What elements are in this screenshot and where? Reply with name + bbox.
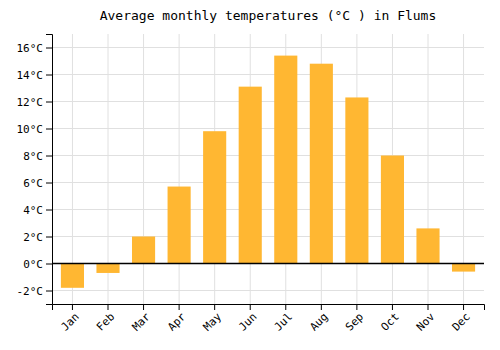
x-tick: Sep [343,304,366,334]
y-grid-line [52,47,484,48]
x-tick-label: Oct [378,310,401,333]
x-axis: Jan Feb Mar Apr May Jun Jul Aug Sep Oct Nov Dec [53,304,485,334]
y-tick-mark [46,291,52,292]
x-tick-mark [143,304,144,310]
x-tick-mark [321,304,322,310]
x-tick-label: Jul [272,310,295,333]
y-tick-mark [46,264,52,265]
y-tick: -2°C [17,285,53,298]
plot: -2°C 0°C 2°C 4°C 6°C 8°C 10°C 12°C 14°C 16°C Jan Fe… [17,34,485,334]
bar [61,264,84,288]
bar [239,87,262,264]
x-tick-label: Sep [343,310,366,333]
bar [452,264,475,272]
y-tick: 8°C [23,150,52,163]
x-tick-mark [392,304,393,310]
x-tick-label: Feb [94,310,117,333]
x-tick-label: May [201,310,225,334]
x-tick-label: Jun [236,310,259,333]
x-tick: Jun [236,304,259,334]
chart: -2°C 0°C 2°C 4°C 6°C 8°C 10°C 12°C 14°C 16°C Jan Fe… [0,0,500,350]
y-grid-line [52,155,484,156]
bar [345,97,368,263]
x-tick: Mar [130,304,154,334]
y-grid-line [52,290,484,291]
zero-line [52,263,484,265]
y-tick-label: 12°C [17,96,44,109]
y-tick-label: 6°C [23,177,43,190]
x-tick: Nov [414,304,438,334]
y-tick-mark [46,156,52,157]
y-axis: -2°C 0°C 2°C 4°C 6°C 8°C 10°C 12°C 14°C 16°C [17,35,53,305]
x-tick-label: Aug [307,310,330,333]
x-tick-mark [214,304,215,310]
x-tick-label: Jan [58,310,81,333]
y-tick-mark [46,48,52,49]
x-tick: Dec [450,304,473,334]
y-axis-line [46,35,53,305]
x-tick: May [201,304,225,334]
y-tick-mark [46,210,52,211]
x-tick: Aug [307,304,330,334]
y-tick: 16°C [17,42,53,55]
y-grid-line [52,74,484,75]
y-tick: 10°C [17,123,53,136]
bar [132,237,155,264]
y-tick-label: 16°C [17,42,44,55]
y-tick-mark [46,102,52,103]
y-tick-label: 2°C [23,231,43,244]
y-tick-label: 4°C [23,204,43,217]
x-axis-line [53,305,485,311]
title: Average monthly temperatures (°C ) in Fl… [100,8,437,23]
bar [274,56,297,264]
x-tick-mark [250,304,251,310]
y-tick-mark [46,129,52,130]
x-tick: Oct [378,304,401,334]
y-grid-line [52,182,484,183]
y-tick-mark [46,75,52,76]
y-tick-label: 14°C [17,69,44,82]
x-tick-mark [108,304,109,310]
y-grid-line [52,128,484,129]
y-tick-label: 8°C [23,150,43,163]
y-tick-label: 0°C [23,258,43,271]
x-tick-label: Nov [414,310,438,334]
bar [381,156,404,264]
bar [168,187,191,264]
x-tick: Jan [58,304,81,334]
x-tick: Jul [272,304,295,334]
x-tick-mark [179,304,180,310]
x-tick-mark [428,304,429,310]
y-tick: 12°C [17,96,53,109]
y-grid-line [52,101,484,102]
x-tick-mark [285,304,286,310]
bars [52,56,484,288]
y-tick: 0°C [23,258,52,271]
x-tick-mark [463,304,464,310]
y-tick: 14°C [17,69,53,82]
y-tick: 6°C [23,177,52,190]
bar [96,264,119,273]
x-tick-mark [356,304,357,310]
x-tick-label: Dec [450,310,473,333]
bar [416,228,439,263]
bar [310,64,333,264]
x-tick-label: Mar [130,310,154,334]
bar [203,131,226,263]
y-tick-label: 10°C [17,123,44,136]
y-grid-line [52,263,484,264]
x-tick: Feb [94,304,117,334]
y-grid-line [52,209,484,210]
y-tick: 2°C [23,231,52,244]
x-tick-mark [72,304,73,310]
x-tick: Apr [165,304,189,334]
grid [52,34,484,304]
x-tick-label: Apr [165,310,189,334]
y-tick: 4°C [23,204,52,217]
y-tick-mark [46,237,52,238]
y-tick-mark [46,183,52,184]
y-tick-label: -2°C [17,285,44,298]
